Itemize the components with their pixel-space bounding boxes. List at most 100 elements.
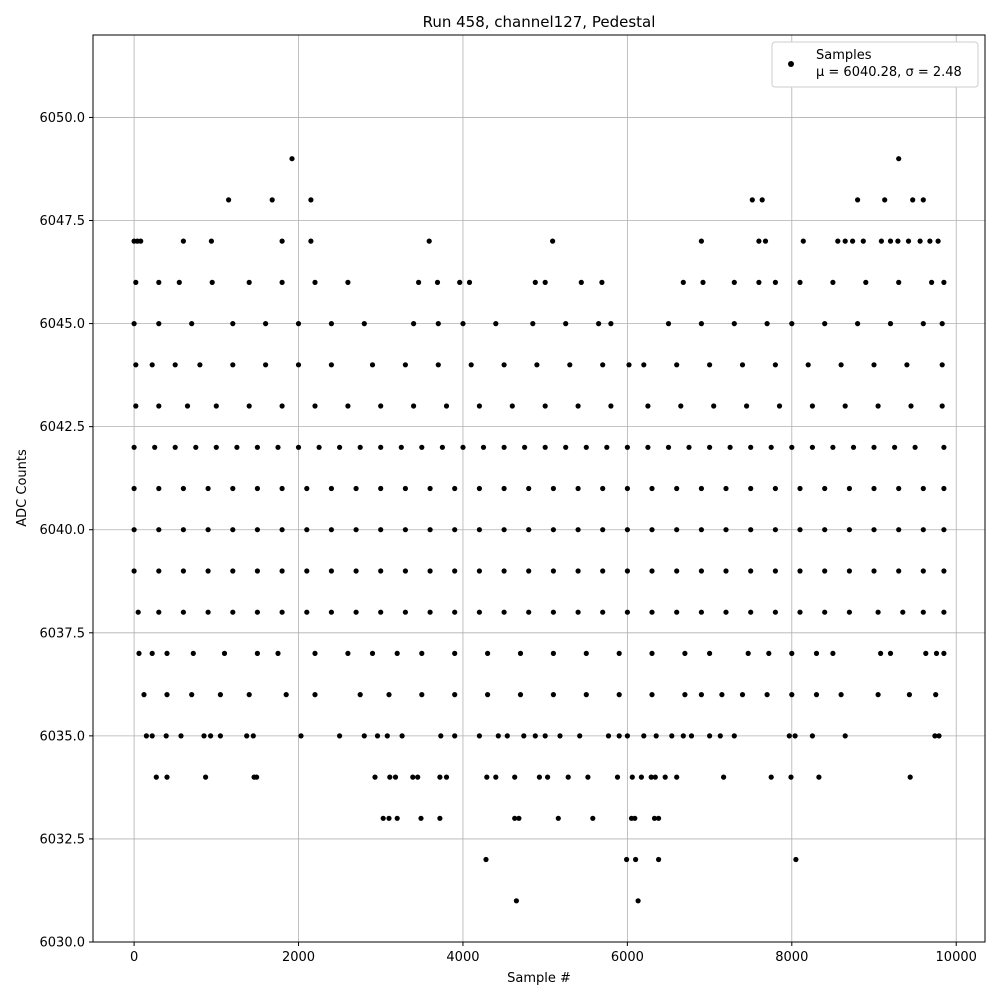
data-point [164,774,170,780]
data-point [308,197,314,203]
data-point [800,238,806,244]
data-point [749,197,755,203]
data-point [624,444,631,450]
data-point [550,568,557,574]
data-point [205,609,211,615]
data-point [141,692,147,698]
data-point [766,650,772,657]
data-point [941,568,947,574]
data-point [387,774,393,780]
data-point [131,485,137,492]
data-point [756,238,762,244]
y-tick-label: 6037.5 [40,626,86,641]
data-point [920,197,926,203]
data-point [402,362,408,368]
data-point [435,321,441,327]
data-point [178,733,184,739]
data-point [882,197,888,203]
data-point [226,197,232,203]
data-point [254,485,260,492]
data-point [133,279,139,285]
legend-stats: μ = 6040.28, σ = 2.48 [816,65,962,80]
data-point [624,485,631,492]
data-point [557,733,563,739]
data-point [772,609,779,615]
data-point [875,403,881,409]
data-point [680,733,686,739]
data-point [600,568,606,574]
data-point [337,444,343,450]
data-point [254,774,260,780]
data-point [536,774,543,780]
data-point [138,238,144,244]
data-point [372,774,378,780]
data-point [550,527,557,533]
data-point [402,527,408,533]
data-point [353,609,359,615]
data-point [427,527,433,533]
data-point [184,403,191,409]
data-point [230,321,236,327]
data-point [345,279,351,285]
data-point [707,650,713,657]
data-point [501,527,507,533]
data-point [797,279,803,285]
data-point [394,815,400,821]
data-point [476,609,482,615]
data-point [797,527,803,533]
data-point [532,279,538,285]
data-point [941,527,947,533]
data-point [452,485,458,492]
data-point [550,238,556,244]
data-point [402,609,408,615]
data-point [156,485,162,492]
data-point [842,733,848,739]
data-point [875,692,881,698]
data-point [585,774,591,780]
data-point [504,733,510,739]
data-point [904,362,910,368]
data-point [415,774,421,780]
data-point [283,692,289,698]
data-point [269,197,275,203]
data-point [427,609,433,615]
data-point [493,774,499,780]
data-point [328,609,334,615]
data-point [649,568,655,574]
data-point [772,362,779,368]
data-point [426,238,432,244]
data-point [135,609,141,615]
data-point [509,403,515,409]
data-point [180,568,186,574]
data-point [542,403,548,409]
data-point [542,733,548,739]
data-point [700,279,706,285]
data-point [213,444,219,450]
data-point [600,362,606,368]
data-point [887,650,894,657]
data-point [633,856,639,863]
data-point [908,403,914,409]
data-point [513,898,520,904]
data-point [933,692,939,698]
data-point [669,733,675,739]
data-point [698,485,705,492]
data-point [920,568,926,574]
data-point [906,692,913,698]
data-point [846,568,853,574]
data-point [427,485,433,492]
data-point [739,362,746,368]
data-point [786,733,792,739]
data-point [298,733,304,739]
data-point [254,609,260,615]
data-point [575,609,581,615]
y-tick-label: 6050.0 [40,111,86,126]
data-point [452,692,458,698]
data-point [512,774,518,780]
y-tick-label: 6042.5 [40,420,86,435]
data-point [304,485,310,492]
data-point [731,733,737,739]
data-point [626,362,632,368]
data-point [680,279,686,285]
